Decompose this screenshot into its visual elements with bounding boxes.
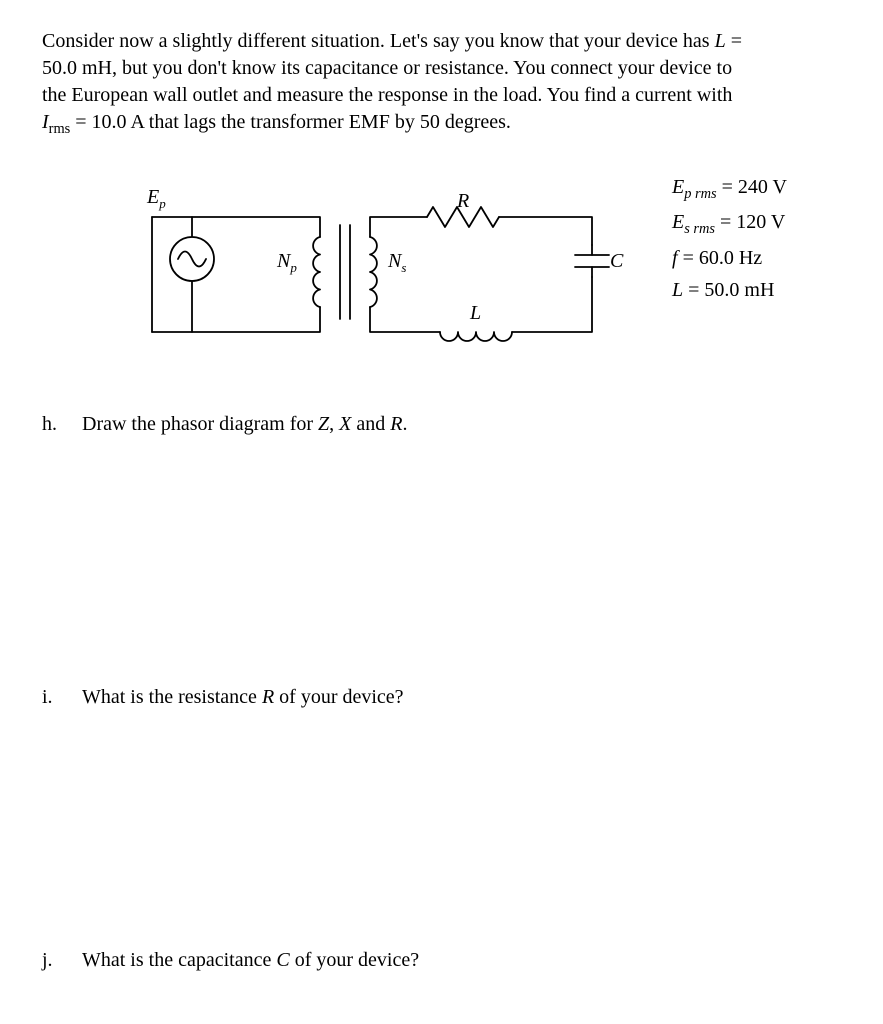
intro-line3: the European wall outlet and measure the…: [42, 84, 732, 106]
given-f: f = 60.0 Hz: [672, 242, 787, 274]
question-j: j. What is the capacitance C of your dev…: [42, 947, 841, 974]
label-R: R: [456, 190, 469, 212]
given-values: Ep rms = 240 V Es rms = 120 V f = 60.0 H…: [672, 171, 787, 305]
question-j-text: What is the capacitance C of your device…: [82, 947, 841, 974]
circuit-svg: Ep Np Ns R C L: [92, 167, 632, 367]
question-h-text: Draw the phasor diagram for Z, X and R.: [82, 411, 841, 438]
given-L: L = 50.0 mH: [672, 274, 787, 306]
intro-L: L: [715, 30, 726, 52]
question-j-letter: j.: [42, 947, 82, 974]
intro-I: I: [42, 111, 49, 133]
answer-space-h: [42, 438, 841, 648]
intro-line2: 50.0 mH, but you don't know its capacita…: [42, 57, 732, 79]
given-Es: Es rms = 120 V: [672, 206, 787, 241]
intro-line1b: =: [726, 30, 742, 52]
question-i-letter: i.: [42, 684, 82, 711]
intro-line4rest: = 10.0 A that lags the transformer EMF b…: [70, 111, 511, 133]
label-C: C: [610, 250, 624, 272]
figure-row: Ep Np Ns R C L Ep rms = 240 V Es rms = 1…: [42, 167, 841, 375]
given-Ep: Ep rms = 240 V: [672, 171, 787, 206]
circuit-diagram: Ep Np Ns R C L: [92, 167, 632, 375]
question-i-text: What is the resistance R of your device?: [82, 684, 841, 711]
intro-paragraph: Consider now a slightly different situat…: [42, 28, 841, 139]
intro-line1a: Consider now a slightly different situat…: [42, 30, 715, 52]
label-L: L: [469, 302, 481, 324]
question-h: h. Draw the phasor diagram for Z, X and …: [42, 411, 841, 438]
question-h-letter: h.: [42, 411, 82, 438]
answer-space-i: [42, 711, 841, 911]
intro-Isub: rms: [49, 121, 71, 137]
question-i: i. What is the resistance R of your devi…: [42, 684, 841, 711]
